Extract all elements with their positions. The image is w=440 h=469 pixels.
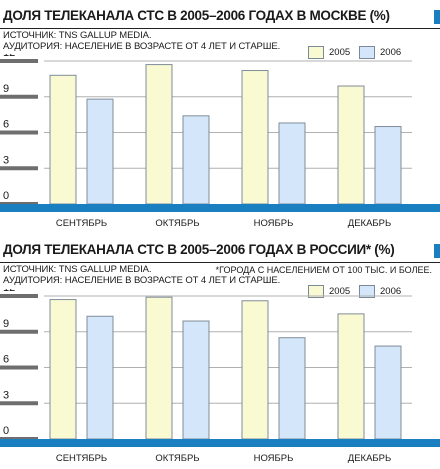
- tick-bar: [0, 130, 38, 135]
- category-label: НОЯБРЬ: [254, 453, 294, 464]
- category-label: ОКТЯБРЬ: [155, 218, 199, 229]
- baseline-band: [0, 204, 440, 212]
- legend-label-2006: 2006: [380, 286, 402, 297]
- category-label: ДЕКАБРЬ: [348, 453, 391, 464]
- bar-2005-4: [337, 85, 365, 205]
- y-tick-label: 9: [3, 83, 9, 95]
- legend-label-2005: 2005: [329, 286, 351, 297]
- bar-2006-3: [278, 122, 306, 205]
- tick-bar: [0, 401, 38, 406]
- chart-audience: АУДИТОРИЯ: НАСЕЛЕНИЕ В ВОЗРАСТЕ ОТ 4 ЛЕТ…: [3, 41, 281, 52]
- bar-2005-2: [145, 64, 173, 205]
- category-label: СЕНТЯБРЬ: [56, 453, 107, 464]
- bar-2006-4: [374, 126, 402, 205]
- category-label: НОЯБРЬ: [254, 218, 294, 229]
- bar-2005-4: [337, 313, 365, 440]
- baseline-band: [0, 439, 440, 447]
- category-label: ДЕКАБРЬ: [348, 218, 391, 229]
- bar-2005-3: [241, 300, 269, 440]
- category-label: ОКТЯБРЬ: [155, 453, 199, 464]
- spacer: [432, 57, 440, 204]
- legend-swatch-2006: [359, 46, 375, 59]
- bar-2005-3: [241, 70, 269, 205]
- bar-2006-1: [86, 98, 114, 205]
- legend-swatch-2005: [308, 285, 324, 298]
- legend-item-2006: 2006: [359, 285, 401, 298]
- chart-title-bar: ДОЛЯ ТЕЛЕКАНАЛА СТС В 2005–2006 ГОДАХ В …: [0, 6, 440, 29]
- russia-bar-chart: 0 3 6 9 12 СЕНТЯБРЬ ОКТЯБРЬ НОЯБРЬ ДЕКАБРЬ: [0, 289, 440, 464]
- chart-title: ДОЛЯ ТЕЛЕКАНАЛА СТС В 2005–2006 ГОДАХ В …: [3, 242, 395, 257]
- bar-2006-2: [182, 115, 210, 205]
- tick-bar: [0, 59, 38, 63]
- category-label: СЕНТЯБРЬ: [56, 218, 107, 229]
- y-tick-label: 3: [3, 389, 9, 401]
- chart-title-bar: ДОЛЯ ТЕЛЕКАНАЛА СТС В 2005–2006 ГОДАХ В …: [0, 240, 440, 263]
- bar-2005-1: [49, 299, 77, 440]
- bar-2005-1: [49, 74, 77, 205]
- legend-swatch-2005: [308, 46, 324, 59]
- y-tick-label: 3: [3, 154, 9, 166]
- spacer: [432, 292, 440, 439]
- y-tick-label: 0: [3, 425, 9, 437]
- y-tick-label: 6: [3, 354, 9, 366]
- bar-2005-2: [145, 296, 173, 440]
- legend-swatch-2006: [359, 285, 375, 298]
- moscow-chart-panel: ДОЛЯ ТЕЛЕКАНАЛА СТС В 2005–2006 ГОДАХ В …: [0, 0, 440, 234]
- tick-bar: [0, 329, 38, 334]
- bar-2006-4: [374, 345, 402, 440]
- tick-bar: [0, 94, 38, 99]
- chart-source: ИСТОЧНИК: TNS GALLUP MEDIA.: [3, 264, 152, 275]
- y-tick-label: 12: [3, 289, 15, 294]
- legend-label-2005: 2005: [329, 47, 351, 58]
- y-tick-label: 6: [3, 119, 9, 131]
- moscow-bar-chart: 0 3 6 9 12 СЕНТЯБРЬ ОКТЯБРЬ НОЯБРЬ ДЕКАБРЬ: [0, 54, 440, 229]
- chart-title: ДОЛЯ ТЕЛЕКАНАЛА СТС В 2005–2006 ГОДАХ В …: [3, 8, 390, 23]
- bar-2006-1: [86, 315, 114, 440]
- y-tick-label: 0: [3, 190, 9, 202]
- chart-source: ИСТОЧНИК: TNS GALLUP MEDIA.: [3, 30, 152, 41]
- legend-label-2006: 2006: [380, 47, 402, 58]
- legend-item-2005: 2005: [308, 46, 350, 59]
- tick-bar: [0, 365, 38, 370]
- chart-footnote: *ГОРОДА С НАСЕЛЕНИЕМ ОТ 100 ТЫС. И БОЛЕЕ…: [215, 265, 432, 275]
- russia-chart-panel: ДОЛЯ ТЕЛЕКАНАЛА СТС В 2005–2006 ГОДАХ В …: [0, 234, 440, 469]
- bar-2006-2: [182, 320, 210, 440]
- chart-audience: АУДИТОРИЯ: НАСЕЛЕНИЕ В ВОЗРАСТЕ ОТ 4 ЛЕТ…: [3, 275, 281, 286]
- tick-bar: [0, 166, 38, 171]
- y-tick-label: 9: [3, 318, 9, 330]
- tick-bar: [0, 294, 38, 298]
- legend-item-2005: 2005: [308, 285, 350, 298]
- legend-item-2006: 2006: [359, 46, 401, 59]
- bar-2006-3: [278, 337, 306, 440]
- y-tick-label: 12: [3, 54, 15, 59]
